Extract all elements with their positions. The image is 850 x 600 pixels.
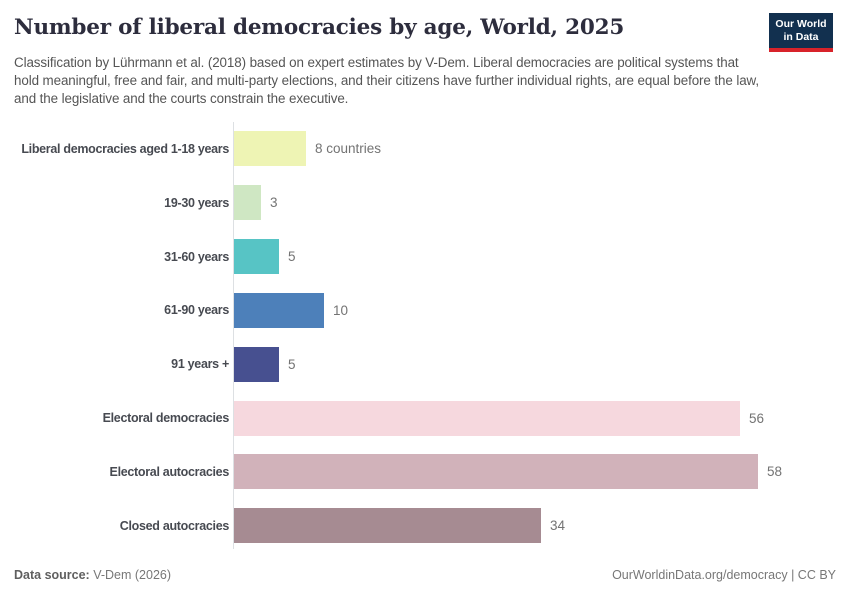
category-label: 61-90 years <box>0 303 229 317</box>
category-label-text: Electoral democracies <box>102 411 230 426</box>
category-label: 19-30 years <box>0 196 229 210</box>
bar-row: Electoral democracies 56 <box>0 391 850 445</box>
bar[interactable] <box>234 400 740 436</box>
bar[interactable] <box>234 185 261 221</box>
bar-value-label: 34 <box>550 518 566 534</box>
category-label-text: Electoral autocracies <box>109 464 230 479</box>
bar-area: 5 <box>229 346 850 382</box>
bar-value-label: 5 <box>288 249 296 265</box>
bar-area: 10 <box>229 292 850 328</box>
owid-logo[interactable]: Our World in Data <box>769 13 833 52</box>
bar-area: 5 <box>229 239 850 275</box>
category-label: 91 years + <box>0 357 229 371</box>
bar[interactable] <box>234 292 324 328</box>
bar-value-label: 8 countries <box>315 141 382 157</box>
chart-footer: Data source: V-Dem (2026) OurWorldinData… <box>14 568 836 582</box>
category-label: Liberal democracies aged 1-18 years <box>0 142 229 156</box>
owid-logo-line2: in Data <box>783 30 819 43</box>
category-label-text: Liberal democracies aged 1-18 years <box>21 141 229 156</box>
bar-row: 61-90 years 10 <box>0 284 850 338</box>
bar-area: 58 <box>229 454 850 490</box>
bar-value-label: 5 <box>288 356 296 372</box>
category-label-text: 19-30 years <box>164 195 229 210</box>
bar-value-label: 10 <box>333 302 349 318</box>
bar-row: Electoral autocracies 58 <box>0 445 850 499</box>
category-label: 31-60 years <box>0 250 229 264</box>
bar[interactable] <box>234 346 279 382</box>
category-label-text: 91 years + <box>171 357 229 372</box>
bar-area: 3 <box>229 185 850 221</box>
bar-value-label: 58 <box>767 464 783 480</box>
data-source: Data source: V-Dem (2026) <box>14 568 171 582</box>
bar-value-label: 56 <box>749 410 765 426</box>
bar[interactable] <box>234 239 279 275</box>
category-label-text: 31-60 years <box>164 249 229 264</box>
bar-area: 8 countries <box>229 131 850 167</box>
bar-chart: Liberal democracies aged 1-18 years 8 co… <box>0 122 850 553</box>
category-label: Electoral democracies <box>0 411 230 426</box>
category-label: Electoral autocracies <box>0 464 230 479</box>
bar-area: 56 <box>229 400 850 436</box>
bar[interactable] <box>234 131 306 167</box>
category-label-text: 61-90 years <box>164 303 229 318</box>
bar-row: 19-30 years 3 <box>0 176 850 230</box>
vertical-axis-line <box>233 122 234 549</box>
bar-area: 34 <box>229 508 850 544</box>
category-label: Closed autocracies <box>0 518 230 533</box>
category-label-text: Closed autocracies <box>119 518 230 533</box>
bar-row: 31-60 years 5 <box>0 230 850 284</box>
owid-url-link[interactable]: OurWorldinData.org/democracy | CC BY <box>612 568 836 582</box>
bar-rows: Liberal democracies aged 1-18 years 8 co… <box>0 122 850 553</box>
owid-logo-line1: Our World <box>775 18 827 30</box>
bar[interactable] <box>234 508 541 544</box>
chart-subtitle: Classification by Lührmann et al. (2018)… <box>14 55 759 106</box>
bar-value-label: 3 <box>270 195 278 211</box>
bar-row: 91 years + 5 <box>0 337 850 391</box>
bar-row: Closed autocracies 34 <box>0 499 850 553</box>
chart-title: Number of liberal democracies by age, Wo… <box>14 15 625 40</box>
data-source-value: V-Dem (2026) <box>89 568 172 582</box>
bar-row: Liberal democracies aged 1-18 years 8 co… <box>0 122 850 176</box>
data-source-label: Data source: <box>14 568 90 582</box>
bar[interactable] <box>234 454 758 490</box>
